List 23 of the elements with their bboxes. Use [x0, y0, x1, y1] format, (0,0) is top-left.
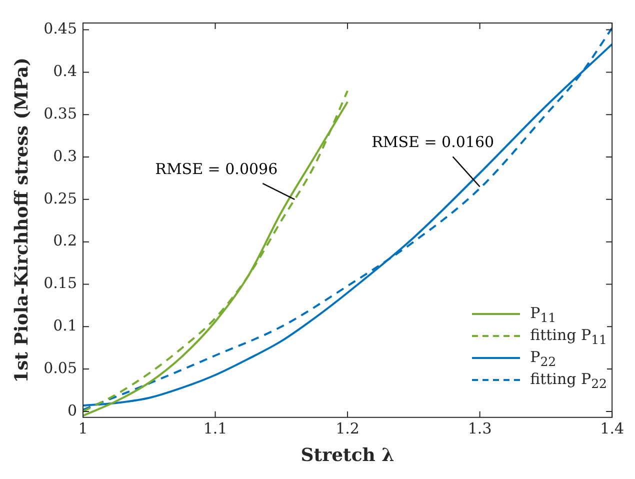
legend-label: P$_{22}$ [530, 348, 556, 368]
legend-label: fitting P$_{11}$ [530, 326, 607, 346]
y-tick-label: 0.4 [53, 62, 77, 80]
y-tick-label: 0.1 [53, 316, 77, 335]
y-tick-label: 0.2 [53, 232, 77, 250]
x-tick-label: 1.1 [203, 419, 228, 438]
x-tick-label: 1 [78, 419, 88, 438]
legend-label: fitting P$_{22}$ [530, 370, 607, 390]
y-tick-label: 0 [67, 401, 77, 420]
annotation: RMSE = 0.0160 [372, 133, 494, 152]
annotation: RMSE = 0.0096 [155, 160, 278, 178]
legend-label: P$_{11}$ [530, 304, 556, 324]
y-tick-label: 0.3 [53, 146, 77, 165]
y-tick-label: 0.35 [44, 104, 77, 122]
x-tick-label: 1.3 [468, 419, 492, 438]
x-tick-label: 1.2 [336, 419, 360, 438]
x-tick-label: 1.4 [600, 419, 624, 438]
y-tick-label: 0.25 [44, 189, 77, 208]
x-axis-title: Stretch λ [300, 444, 394, 466]
y-tick-label: 0.05 [44, 358, 77, 377]
y-tick-label: 0.45 [44, 20, 77, 38]
y-tick-label: 0.15 [44, 274, 77, 292]
y-axis-title: 1st Piola-Kirchhoff stress (MPa) [11, 58, 32, 383]
